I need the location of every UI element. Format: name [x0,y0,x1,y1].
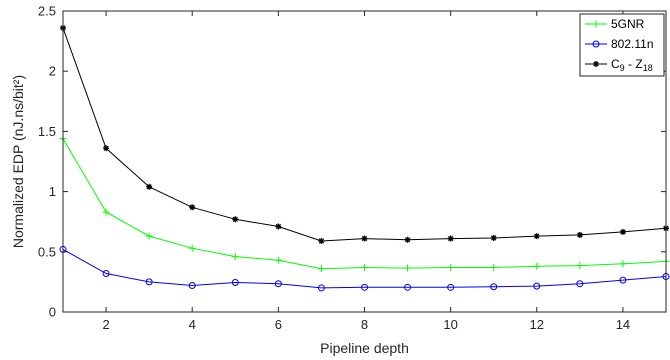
series-line-c9-z18 [62,27,667,242]
x-tick-label: 10 [443,317,457,332]
x-tick-label: 8 [361,317,368,332]
legend-label-9-subscript: 9 [620,63,625,73]
legend-label-18-subscript: 18 [643,63,653,73]
y-tick-label: 0.5 [38,244,56,259]
ticks-layer: 2 4 6 8 10 12 14 0 0.5 1 1.5 2 2.5 [38,4,666,332]
legend: 5GNR 802.11n C9 - Z18 [579,13,665,77]
y-tick-label: 2 [49,64,56,79]
data-point-c9-z18 [404,236,411,243]
y-tick-label: 1.5 [38,124,56,139]
series-c9-z18 [60,24,669,244]
data-point-80211n [145,278,153,286]
legend-entry-5gnr: 5GNR [585,17,645,31]
data-point-80211n [102,269,110,277]
data-point-c9-z18 [318,237,325,244]
data-point-c9-z18 [275,223,282,230]
data-point-c9-z18 [447,235,454,242]
data-point-80211n [619,276,627,284]
data-point-80211n [576,280,584,288]
data-point-5gnr [404,264,412,272]
data-point-5gnr [274,256,282,264]
data-point-c9-z18 [232,216,239,223]
series-5gnr [59,135,670,273]
data-point-5gnr [490,263,498,271]
legend-label-z-part: - Z [625,57,643,71]
data-point-5gnr [447,263,455,271]
data-point-80211n [317,284,325,292]
legend-entry-80211n: 802.11n [585,37,654,51]
x-tick-label: 4 [189,317,196,332]
data-point-80211n [231,279,239,287]
data-point-5gnr [619,260,627,268]
x-tick-label: 12 [530,317,544,332]
data-point-5gnr [231,253,239,261]
x-tick-label: 6 [275,317,282,332]
series-line-5gnr [62,138,667,270]
data-point-c9-z18 [533,233,540,240]
y-tick-label: 0 [49,305,56,320]
data-point-5gnr [317,265,325,273]
data-point-80211n [490,283,498,291]
legend-marker-80211n [592,40,600,48]
data-point-5gnr [361,263,368,271]
legend-label-c-part: C [611,57,620,71]
data-point-80211n [361,283,368,291]
x-tick-label: 2 [102,317,109,332]
data-point-5gnr [576,262,584,270]
data-point-c9-z18 [189,204,196,211]
data-point-c9-z18 [619,228,626,235]
y-tick-label: 2.5 [38,4,56,19]
data-point-c9-z18 [490,234,497,241]
y-tick-label: 1 [49,184,56,199]
x-tick-label: 14 [616,317,630,332]
data-point-80211n [533,282,541,290]
data-point-80211n [188,282,196,290]
data-point-80211n [447,283,455,291]
legend-marker-5gnr [592,20,600,28]
data-point-80211n [404,283,412,291]
data-point-5gnr [533,262,541,270]
data-point-5gnr [102,208,110,216]
legend-label-5gnr: 5GNR [611,17,645,31]
legend-entry-c9-z18: C9 - Z18 [585,57,653,73]
data-point-c9-z18 [103,145,110,152]
y-axis-title: Normalized EDP (nJ.ns/bit²) [10,75,26,248]
data-point-c9-z18 [576,231,583,238]
series-line-80211n [62,248,667,289]
legend-label-80211n: 802.11n [611,37,654,51]
series-layer [59,24,670,292]
legend-marker-c9-z18 [593,61,599,67]
legend-label-c9-z18: C9 - Z18 [611,57,653,73]
data-point-5gnr [145,232,153,240]
data-point-5gnr [188,244,196,252]
x-axis-title: Pipeline depth [320,340,409,356]
data-point-c9-z18 [361,235,368,242]
data-point-c9-z18 [146,183,153,190]
data-point-80211n [274,280,282,288]
